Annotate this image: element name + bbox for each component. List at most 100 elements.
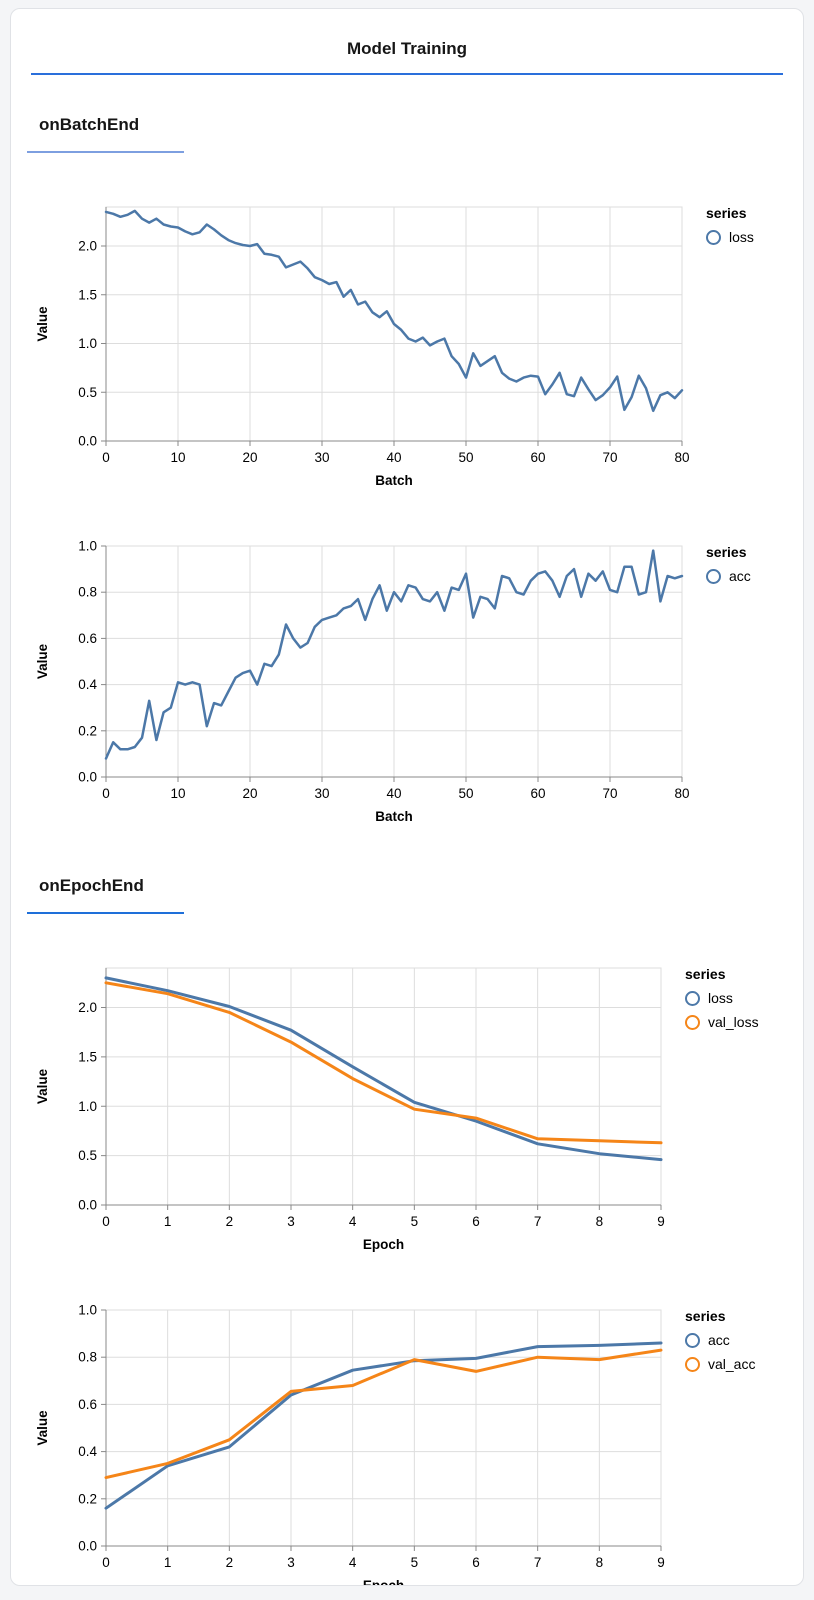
- y-axis-title: Value: [35, 1068, 50, 1104]
- chart-epoch-acc: 0 1 2 3 4 5 6 7 8 9 0.0 0.2 0.4 0.6 0.8 1.0 Epoch Value s…: [31, 1300, 783, 1586]
- chart-batch-loss-plot: 0 10 20 30 40 50 60 70 80 0.0 0.5 1.0 1.5 2.0 Batch Val…: [31, 197, 692, 500]
- y-tick-label: 0.4: [78, 677, 97, 692]
- y-axis-title: Value: [35, 306, 50, 342]
- legend-symbol-acc-icon: [685, 1333, 700, 1348]
- x-tick-label: 2: [226, 1555, 234, 1570]
- legend-entry-acc: acc: [706, 569, 751, 584]
- plot-frame: [105, 967, 662, 1206]
- x-tick-label: 3: [287, 1214, 295, 1229]
- y-tick-label: 0.0: [78, 770, 97, 785]
- legend-title: series: [706, 205, 747, 221]
- x-tick-label: 4: [349, 1214, 357, 1229]
- chart-epoch-loss: 0 1 2 3 4 5 6 7 8 9 0.0 0.5 1.0 1.5 2.0 Epoch Value seri…: [31, 958, 783, 1264]
- section-underline-onbatchend: [27, 151, 184, 153]
- x-tick-label: 70: [602, 786, 617, 801]
- x-tick-label: 6: [472, 1555, 480, 1570]
- surface-title-underline: [31, 73, 783, 75]
- legend-entry-loss: loss: [706, 230, 754, 245]
- y-tick-label: 1.0: [78, 1303, 97, 1318]
- legend-symbol-acc-icon: [706, 569, 721, 584]
- x-tick-label: 0: [102, 786, 110, 801]
- x-tick-label: 20: [242, 450, 257, 465]
- section-heading-onepochend: onEpochEnd: [39, 876, 144, 895]
- legend-symbol-val_acc-icon: [685, 1357, 700, 1372]
- legend-entry-loss: loss: [685, 991, 759, 1006]
- surface-title: Model Training: [347, 39, 467, 58]
- x-axis-title: Epoch: [363, 1237, 404, 1252]
- chart-batch-acc-legend: series acc: [706, 536, 751, 593]
- x-tick-label: 7: [534, 1214, 542, 1229]
- chart-epoch-acc-plot: 0 1 2 3 4 5 6 7 8 9 0.0 0.2 0.4 0.6 0.8 1.0 Epoch Value: [31, 1300, 671, 1586]
- x-tick-label: 8: [596, 1555, 604, 1570]
- series-line-val_acc: [104, 1348, 663, 1480]
- y-tick-label: 1.0: [78, 539, 97, 554]
- legend-symbol-loss-icon: [685, 991, 700, 1006]
- x-tick-label: 9: [657, 1555, 665, 1570]
- x-tick-label: 9: [657, 1214, 665, 1229]
- legend-entry-val_loss: val_loss: [685, 1015, 759, 1030]
- y-tick-label: 2.0: [78, 239, 97, 254]
- x-tick-label: 30: [314, 450, 329, 465]
- y-axis-title: Value: [35, 643, 50, 679]
- y-tick-label: 0.2: [78, 723, 97, 738]
- x-tick-label: 1: [164, 1555, 172, 1570]
- legend-symbol-loss-icon: [706, 230, 721, 245]
- legend-label-acc: acc: [708, 1332, 730, 1348]
- x-tick-label: 5: [411, 1555, 419, 1570]
- chart-epoch-loss-plot: 0 1 2 3 4 5 6 7 8 9 0.0 0.5 1.0 1.5 2.0 Epoch Value: [31, 958, 671, 1264]
- y-tick-label: 0.0: [78, 434, 97, 449]
- y-tick-label: 1.0: [78, 1099, 97, 1114]
- x-tick-label: 40: [386, 450, 401, 465]
- model-training-surface: Model Training onBatchEnd 0 10 20 30 40 50 60 7…: [10, 8, 804, 1586]
- y-tick-label: 0.8: [78, 1350, 97, 1365]
- x-tick-label: 80: [674, 450, 689, 465]
- section-onbatchend: onBatchEnd 0 10 20 30 40 50 60 70 80 0.0 0.5 1.0 1.5…: [27, 115, 783, 836]
- legend-label-val_acc: val_acc: [708, 1356, 756, 1372]
- legend-label-loss: loss: [708, 990, 733, 1006]
- x-tick-label: 1: [164, 1214, 172, 1229]
- x-tick-label: 3: [287, 1555, 295, 1570]
- y-axis-title: Value: [35, 1410, 50, 1446]
- series-line-val_loss: [104, 981, 663, 1145]
- y-tick-label: 0.0: [78, 1198, 97, 1213]
- legend-entry-acc: acc: [685, 1333, 755, 1348]
- chart-svg-batch-acc: 0 10 20 30 40 50 60 70 80 0.0 0.2 0.4 0.6 0.8 1.0 Batch…: [35, 539, 690, 825]
- x-tick-label: 30: [314, 786, 329, 801]
- x-tick-label: 20: [242, 786, 257, 801]
- x-tick-label: 60: [530, 786, 545, 801]
- series-line-loss: [104, 209, 684, 413]
- y-tick-label: 1.5: [78, 287, 97, 302]
- x-tick-label: 7: [534, 1555, 542, 1570]
- x-axis-title: Epoch: [363, 1578, 404, 1586]
- x-tick-label: 10: [170, 786, 185, 801]
- x-tick-label: 2: [226, 1214, 234, 1229]
- y-tick-label: 0.8: [78, 585, 97, 600]
- y-tick-label: 0.2: [78, 1491, 97, 1506]
- y-tick-label: 0.6: [78, 631, 97, 646]
- y-tick-label: 0.4: [78, 1444, 97, 1459]
- chart-batch-acc-plot: 0 10 20 30 40 50 60 70 80 0.0 0.2 0.4 0.6 0.8 1.0 Batch…: [31, 536, 692, 836]
- chart-svg-epoch-acc: 0 1 2 3 4 5 6 7 8 9 0.0 0.2 0.4 0.6 0.8 1.0 Epoch Value: [35, 1303, 665, 1586]
- legend-label-loss: loss: [729, 229, 754, 245]
- y-tick-label: 0.6: [78, 1397, 97, 1412]
- chart-batch-loss-legend: series loss: [706, 197, 754, 254]
- x-tick-label: 0: [102, 450, 110, 465]
- chart-svg-epoch-loss: 0 1 2 3 4 5 6 7 8 9 0.0 0.5 1.0 1.5 2.0 Epoch Value: [35, 967, 665, 1252]
- x-tick-label: 40: [386, 786, 401, 801]
- x-tick-label: 70: [602, 450, 617, 465]
- section-onepochend: onEpochEnd 0 1 2 3 4 5 6 7 8 9 0.0 0.5 1.0 1.5 2.0 Epoc…: [27, 876, 783, 1586]
- x-tick-label: 50: [458, 786, 473, 801]
- y-tick-label: 1.0: [78, 336, 97, 351]
- chart-batch-acc: 0 10 20 30 40 50 60 70 80 0.0 0.2 0.4 0.6 0.8 1.0 Batch…: [31, 536, 783, 836]
- x-tick-label: 80: [674, 786, 689, 801]
- y-tick-label: 0.5: [78, 1148, 97, 1163]
- series-line-acc: [104, 1341, 663, 1510]
- legend-title: series: [706, 544, 747, 560]
- x-tick-label: 8: [596, 1214, 604, 1229]
- section-heading-onbatchend: onBatchEnd: [39, 115, 140, 134]
- section-underline-onepochend: [27, 912, 184, 914]
- series-line-loss: [104, 976, 663, 1162]
- x-axis-title: Batch: [375, 473, 413, 488]
- legend-entry-val_acc: val_acc: [685, 1357, 755, 1372]
- x-tick-label: 50: [458, 450, 473, 465]
